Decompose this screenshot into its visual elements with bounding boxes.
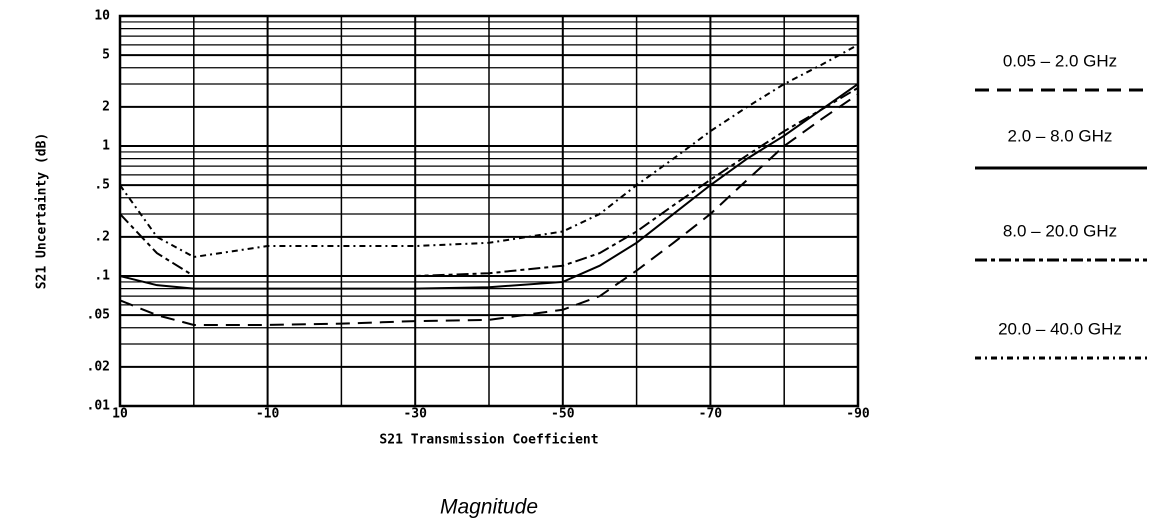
y-tick-label: 5: [102, 48, 110, 63]
y-tick-label: .2: [94, 229, 110, 244]
x-axis-label: S21 Transmission Coefficient: [379, 433, 598, 448]
series-line: [119, 83, 859, 290]
legend-label: 20.0 – 40.0 GHz: [998, 319, 1122, 338]
y-tick-label: 1: [102, 139, 110, 154]
y-axis-label: S21 Uncertainty (dB): [35, 133, 50, 290]
legend-label: 2.0 – 8.0 GHz: [1008, 126, 1113, 145]
y-tick-label: .1: [94, 269, 110, 284]
legend-label: 0.05 – 2.0 GHz: [1003, 51, 1117, 70]
y-tick-label: .01: [87, 399, 111, 414]
x-tick-label: 10: [112, 407, 128, 422]
x-tick-label: -10: [256, 407, 280, 422]
series-line: [119, 43, 859, 259]
plot-frame: [118, 14, 860, 408]
x-tick-label: -70: [699, 407, 723, 422]
x-tick-label: -50: [551, 407, 575, 422]
y-tick-label: .05: [87, 308, 110, 323]
y-tick-label: 10: [94, 9, 110, 24]
x-tick-label: -90: [846, 407, 870, 422]
y-tick-label: .02: [87, 359, 110, 374]
series-line: [119, 87, 859, 277]
x-tick-label: -30: [403, 407, 427, 422]
y-tick-label: 2: [102, 99, 110, 114]
y-tick-label: .5: [94, 178, 110, 193]
legend-label: 8.0 – 20.0 GHz: [1003, 221, 1117, 240]
annotation: Magnitude: [440, 496, 538, 519]
series-line: [119, 93, 859, 326]
